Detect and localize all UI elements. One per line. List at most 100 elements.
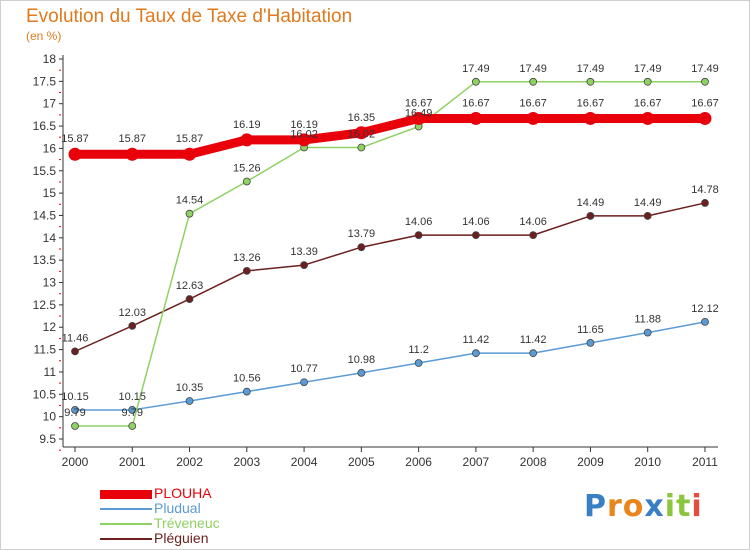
data-point (185, 209, 194, 218)
data-label: 10.15 (61, 391, 89, 403)
data-label: 10.98 (348, 354, 376, 366)
data-point (183, 147, 197, 161)
x-tick-label: 2000 (62, 455, 89, 469)
data-label: 16.67 (634, 97, 662, 109)
data-point (698, 111, 712, 125)
data-label: 11.2 (408, 344, 429, 356)
data-label: 16.35 (348, 112, 376, 124)
x-tick-label: 2006 (405, 455, 432, 469)
data-point (529, 349, 538, 358)
data-label: 13.39 (290, 246, 318, 258)
data-point (641, 111, 655, 125)
series-line-pléguien (74, 202, 706, 353)
x-tick-label: 2010 (634, 455, 661, 469)
data-point (414, 359, 423, 367)
data-point (586, 338, 595, 347)
data-point (242, 267, 251, 275)
y-tick-label: 10.5 (33, 387, 57, 401)
data-label: 14.54 (176, 195, 204, 207)
y-tick-label: 14.5 (33, 208, 57, 222)
data-label: 16.19 (233, 119, 261, 131)
data-label: 16.67 (691, 97, 719, 109)
y-tick-label: 9.5 (39, 432, 56, 446)
logo-letter: P (584, 489, 607, 524)
y-axis-unit: (en %) (26, 29, 62, 43)
y-tick-label: 12.5 (33, 298, 57, 312)
data-label: 11.88 (634, 314, 661, 326)
data-point (471, 231, 480, 240)
data-point (128, 422, 137, 430)
x-tick-label: 2011 (692, 455, 718, 469)
data-point (125, 147, 139, 161)
data-point (300, 378, 308, 387)
legend-label: Pléguien (154, 530, 209, 546)
x-tick-label: 2002 (176, 455, 203, 469)
y-tick-label: 15 (43, 186, 57, 200)
x-tick-label: 2007 (463, 455, 490, 469)
legend-swatch (100, 538, 152, 540)
data-point (71, 422, 79, 430)
legend-swatch (100, 523, 152, 525)
logo-letter: r (607, 489, 623, 524)
y-tick-label: 14 (43, 231, 57, 245)
data-point (469, 111, 483, 125)
data-point (526, 111, 540, 125)
data-point (71, 406, 79, 414)
proxiti-logo: Proxiti (584, 489, 703, 524)
x-tick-label: 2004 (291, 455, 318, 469)
data-point (242, 387, 251, 396)
data-point (701, 199, 709, 207)
data-label: 16.02 (348, 129, 376, 141)
data-point (357, 368, 366, 377)
data-point (71, 347, 79, 356)
data-point (185, 397, 194, 405)
data-label: 14.06 (405, 216, 433, 228)
x-tick-label: 2005 (348, 455, 375, 469)
data-label: 10.77 (290, 363, 318, 375)
data-point (185, 295, 194, 303)
data-label: 9.79 (64, 407, 85, 419)
data-label: 17.49 (462, 63, 490, 75)
data-point (701, 77, 709, 86)
data-label: 16.67 (462, 97, 490, 109)
data-label: 16.67 (405, 97, 433, 109)
data-label: 17.49 (634, 63, 662, 75)
data-point (471, 349, 480, 358)
data-label: 15.87 (176, 133, 204, 145)
x-tick-label: 2009 (577, 455, 604, 469)
data-label: 13.79 (348, 228, 376, 240)
y-tick-label: 12 (43, 320, 57, 334)
logo-letter: o (622, 489, 645, 524)
data-label: 16.02 (290, 129, 318, 141)
data-label: 16.67 (577, 97, 605, 109)
y-tick-label: 11 (44, 365, 57, 379)
legend-label: Tréveneuc (154, 515, 220, 531)
y-tick-label: 10 (43, 410, 57, 424)
data-point (300, 261, 308, 269)
series-line-plouha (70, 113, 710, 159)
data-label: 17.49 (519, 63, 547, 75)
data-label: 9.79 (122, 407, 143, 419)
y-tick-label: 16.5 (33, 119, 57, 133)
x-tick-label: 2003 (233, 455, 260, 469)
data-label: 14.49 (634, 197, 662, 209)
data-point (583, 111, 597, 125)
data-point (701, 317, 709, 326)
data-point (68, 147, 82, 161)
data-point (297, 133, 311, 147)
chart-title: Evolution du Taux de Taxe d'Habitation (26, 6, 353, 27)
x-tick-label: 2001 (119, 455, 146, 469)
data-label: 14.49 (577, 197, 605, 209)
legend-label: PLOUHA (154, 485, 212, 501)
data-label: 12.63 (176, 280, 204, 292)
data-point (529, 231, 538, 240)
y-tick-label: 17.5 (33, 74, 57, 88)
data-point (412, 111, 426, 125)
data-label: 16.19 (290, 119, 318, 131)
data-point (586, 77, 595, 86)
legend-swatch (100, 489, 152, 499)
data-label: 10.56 (233, 373, 261, 385)
data-point (586, 212, 595, 220)
